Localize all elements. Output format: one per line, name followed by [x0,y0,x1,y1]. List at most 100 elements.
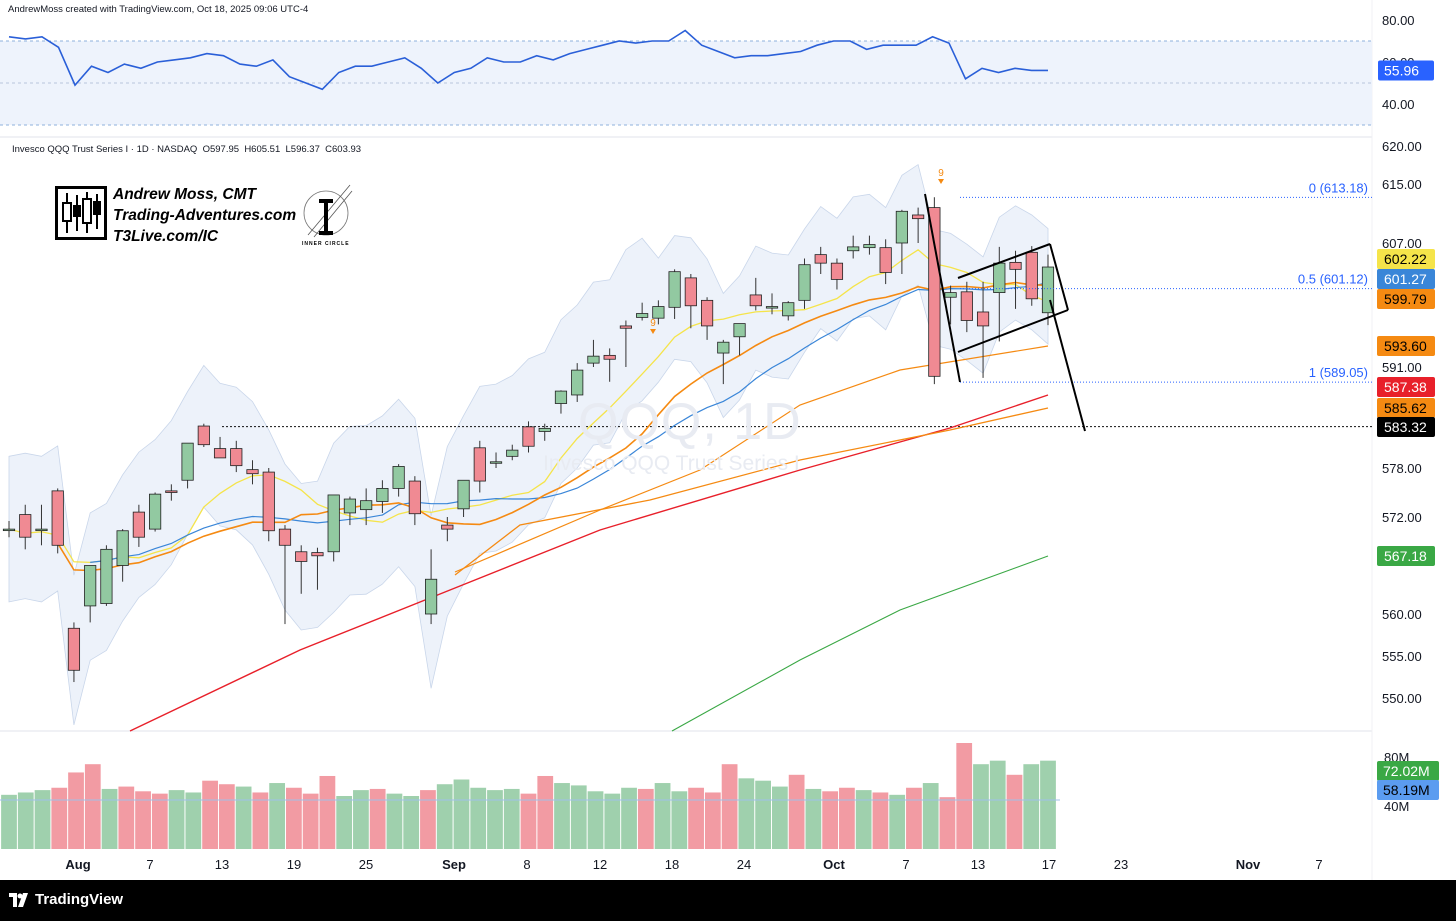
volume-bar-up [1040,760,1056,849]
candle-down [928,207,941,377]
candle-up [538,427,551,432]
volume-bar-down [420,790,436,849]
volume-bar-up [755,780,771,849]
inner-circle-label: INNER CIRCLE [302,241,350,247]
price-tick-label: 555.00 [1382,649,1422,664]
volume-bar-up [17,792,34,849]
price-badge [1377,377,1435,397]
trend-channel-line [957,309,1069,353]
volume-bar-down [84,764,101,849]
rsi-tick-label: 40.00 [1382,97,1415,112]
volume-bar-down [956,743,973,849]
price-tick-label: 607.00 [1382,236,1422,251]
volume-bar-up [855,790,872,849]
ema-slow-line [454,407,1049,576]
price-badge [1377,546,1435,566]
candle-down [1009,261,1022,270]
rsi-line [8,29,1048,91]
trend-channel-line [1049,299,1086,432]
volume-bar-up [989,760,1006,849]
candle-down [19,514,32,538]
x-tick-label: 25 [359,857,373,872]
price-badge-value: 583.32 [1384,419,1427,435]
x-tick-label: Aug [65,857,90,872]
candle-down [51,490,64,546]
volume-bar-up [621,787,637,849]
watermark-ticker: QQQ, 1D [578,393,802,451]
candle-down [295,551,308,562]
candle-down [197,425,210,446]
candle-up [571,369,584,396]
price-badge [1377,289,1435,309]
candle-down [912,214,925,220]
candle-up [733,323,746,338]
tradingview-logo[interactable]: TradingView [9,891,123,908]
author-name: Andrew Moss, CMT [113,186,256,203]
price-tick-label: 591.00 [1382,360,1422,375]
candle-down [603,354,616,360]
volume-bar-down [135,791,151,849]
price-badge-value: 593.60 [1384,338,1427,354]
x-tick-label: Oct [823,857,845,872]
volume-bar-up [671,791,688,849]
volume-bar-down [118,786,135,849]
footer-bar: TradingView [0,880,1456,921]
volume-bar-down [520,793,537,849]
candle-up [2,528,16,532]
volume-bar-down [286,787,302,849]
candle-down [230,448,243,467]
x-tick-label: 7 [146,857,153,872]
candle-down [165,490,178,493]
candle-up [765,306,779,309]
volume-bar-up [1023,764,1040,849]
price-badge-value: 599.79 [1384,291,1427,307]
volume-bar-up [554,783,570,849]
candle-up [100,548,113,604]
x-tick-label: Sep [442,857,466,872]
candle-up [489,461,503,464]
volume-bar-down [1006,774,1023,849]
volume-bar-up [487,790,503,849]
price-tick-label: 615.00 [1382,177,1422,192]
created-with-header: AndrewMoss created with TradingView.com,… [8,4,309,15]
candle-down [749,294,762,307]
volume-bar-up [771,786,788,849]
fib-label: 0 (613.18) [1309,180,1368,195]
volume-bar-up [185,792,202,849]
symbol-name: Invesco QQQ Trust Series I · 1D · NASDAQ [12,144,198,155]
volume-bar-down [872,792,889,849]
sequence-arrow-icon [938,179,944,184]
volume-bar-down [202,780,218,849]
price-badge-value: 602.22 [1384,251,1427,267]
volume-bar-up [453,779,470,849]
price-tick-label: 550.00 [1382,691,1422,706]
candle-up [652,306,665,319]
price-tick-label: 572.00 [1382,510,1422,525]
volume-bar-up [973,764,989,849]
x-tick-label: 24 [737,857,751,872]
sma-20-line [90,281,1049,563]
price-badge [1377,269,1435,289]
candle-up [717,341,730,354]
candle-up [343,498,357,514]
candle-down [976,311,990,327]
candle-up [782,302,795,317]
price-badge-value: 567.18 [1384,548,1427,564]
volume-badge-value: 58.19M [1383,782,1430,798]
trend-channel-line [1049,243,1069,311]
x-tick-label: 23 [1114,857,1128,872]
volume-bar-down [369,788,386,849]
volume-bar-down [252,792,269,849]
symbol-info-line: Invesco QQQ Trust Series I · 1D · NASDAQ… [12,144,361,155]
candle-up [360,500,373,511]
volume-bar-up [570,785,587,849]
ohlc-high: H605.51 [244,144,281,155]
volume-bar-up [604,793,621,849]
price-badge [1377,398,1435,418]
volume-bar-down [151,793,168,849]
candle-up [847,246,860,252]
trend-channel-line [924,193,961,383]
x-tick-label: 13 [215,857,229,872]
price-badge-value: 587.38 [1384,379,1427,395]
